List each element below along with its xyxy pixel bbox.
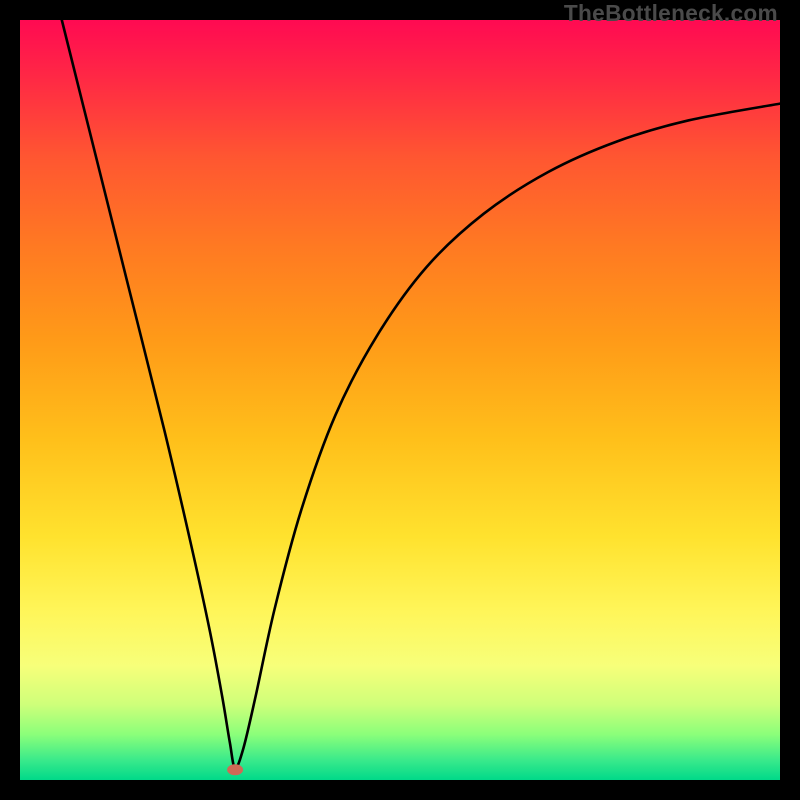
chart-frame: TheBottleneck.com (0, 0, 800, 800)
plot-svg (20, 20, 780, 780)
gradient-background (20, 20, 780, 780)
watermark-text: TheBottleneck.com (564, 0, 778, 27)
minimum-marker (227, 764, 243, 775)
plot-area (20, 20, 780, 780)
